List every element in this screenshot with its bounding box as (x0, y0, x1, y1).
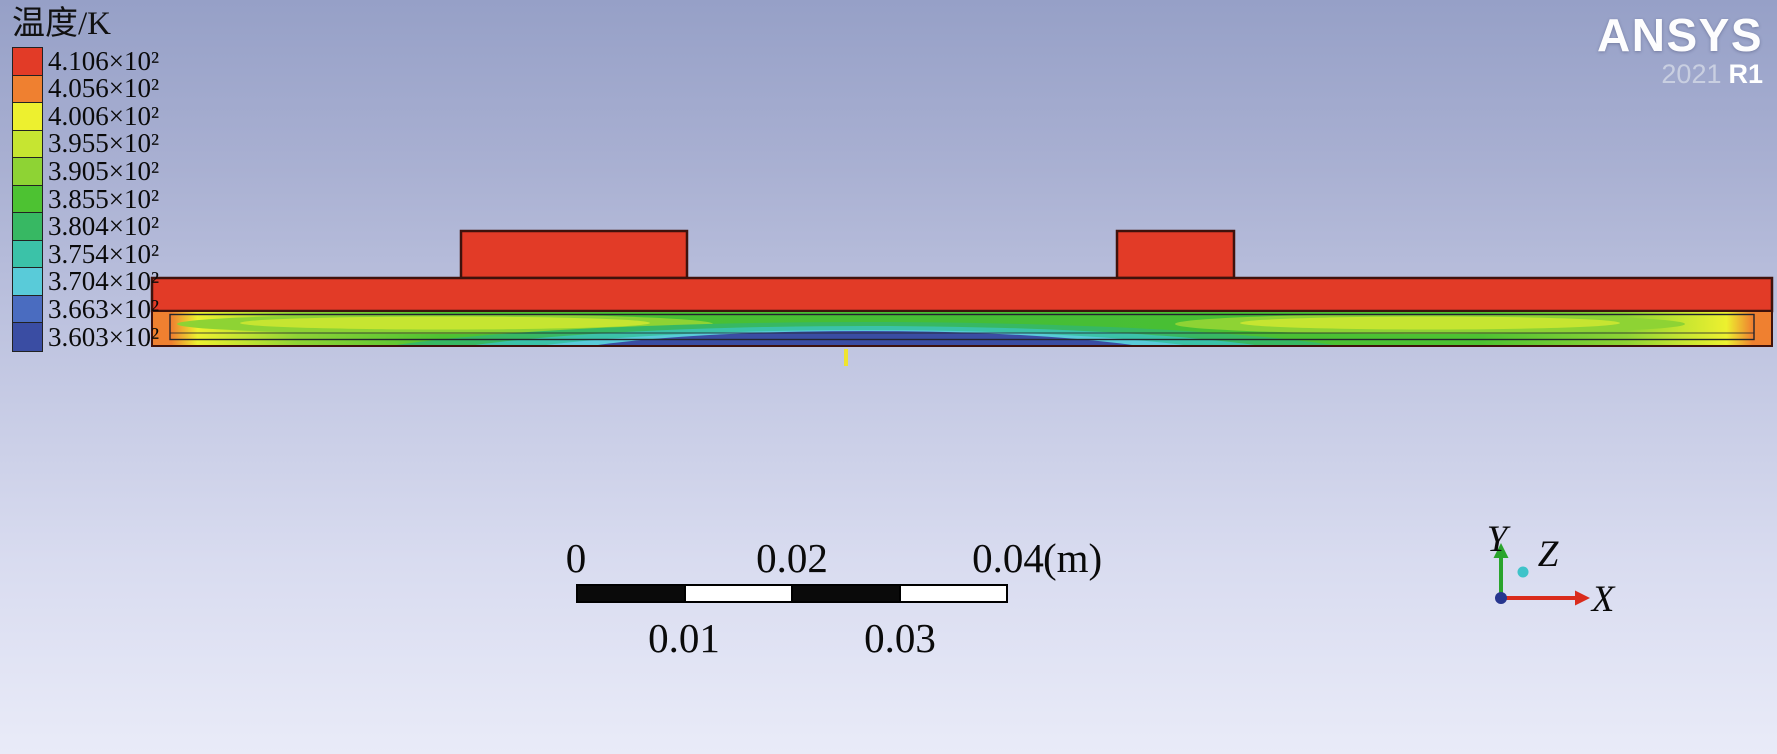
z-axis-dot[interactable] (1517, 566, 1529, 578)
chip-left[interactable] (459, 229, 689, 280)
probe-marker (844, 349, 848, 366)
legend-color-swatch (13, 130, 42, 159)
version-release: R1 (1728, 59, 1763, 89)
x-axis-label: X (1590, 579, 1616, 620)
ruler-unit-label: (m) (1043, 535, 1103, 581)
legend-color-swatch (13, 158, 42, 186)
ruler-label-0: 0 (565, 535, 587, 581)
ruler-label-003: 0.03 (864, 615, 936, 661)
ruler-label-004: 0.04 (972, 535, 1044, 581)
y-axis-arrowhead (1493, 543, 1509, 558)
legend-color-swatch (13, 103, 42, 131)
ruler-segment (900, 586, 1006, 601)
legend-value-label: 4.106×10² (48, 45, 160, 76)
legend-title: 温度/K (12, 6, 111, 42)
legend-colorbar (12, 47, 43, 352)
legend-color-swatch (13, 75, 42, 104)
legend-value-label: 3.663×10² (48, 293, 160, 324)
ruler-label-002: 0.02 (756, 535, 828, 581)
axis-triad[interactable]: Y Z X (1487, 519, 1616, 620)
board-inner-outline (169, 313, 1755, 341)
legend-color-swatch (13, 48, 42, 76)
legend-color-swatch (13, 323, 42, 351)
legend-color-swatch (13, 213, 42, 241)
contour-board[interactable] (152, 311, 1772, 416)
temperature-legend: 温度/K 4.106×10² 4.056×10² 4.006×10² 3.955… (12, 6, 159, 352)
legend-color-swatch (13, 185, 42, 214)
legend-value-label: 3.754×10² (48, 238, 160, 269)
legend-color-swatch (13, 295, 42, 324)
legend-color-swatch (13, 268, 42, 296)
legend-value-label: 3.905×10² (48, 155, 160, 186)
ansys-logo: ANSYS 2021 R1 (1597, 12, 1763, 88)
scale-ruler (576, 584, 1008, 603)
y-axis-label: Y (1487, 519, 1511, 560)
legend-value-label: 3.804×10² (48, 211, 160, 242)
legend-value-label: 3.603×10² (48, 321, 160, 352)
top-slab[interactable] (150, 276, 1774, 313)
board-outline (151, 310, 1773, 347)
x-axis-arrowhead (1575, 590, 1590, 606)
legend-labels: 4.106×10² 4.056×10² 4.006×10² 3.955×10² … (43, 45, 160, 352)
legend-value-label: 4.056×10² (48, 73, 160, 104)
ansys-version: 2021 R1 (1597, 61, 1763, 88)
legend-color-swatch (13, 240, 42, 269)
version-year: 2021 (1661, 59, 1722, 89)
legend-value-label: 3.955×10² (48, 128, 160, 159)
legend-value-label: 4.006×10² (48, 100, 160, 131)
triad-origin-dot (1495, 592, 1507, 604)
ruler-segment (578, 586, 686, 601)
legend-value-label: 3.704×10² (48, 266, 160, 297)
ansys-wordmark: ANSYS (1597, 9, 1763, 61)
legend-value-label: 3.855×10² (48, 183, 160, 214)
ruler-label-001: 0.01 (648, 615, 720, 661)
ruler-segment (685, 586, 793, 601)
chip-right[interactable] (1115, 229, 1236, 280)
z-axis-label: Z (1538, 534, 1559, 575)
ruler-segment (793, 586, 901, 601)
